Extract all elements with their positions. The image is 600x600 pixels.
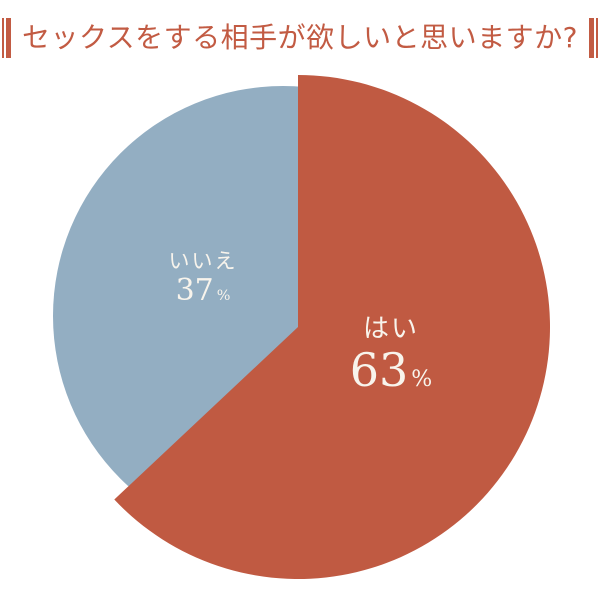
right-bracket-decoration [589,18,599,58]
chart-title: セックスをする相手が欲しいと思いますか? [21,21,579,54]
slice-no-label-group: いいえ 37 % [169,248,238,312]
slice-yes-value-group: 63 % [350,347,433,403]
slice-no-value-group: 37 % [169,275,238,312]
slice-yes-value: 63 [349,343,409,397]
left-bracket-decoration [1,18,11,58]
pie-slice-yes [114,75,551,579]
slice-no-value: 37 [175,273,214,308]
slice-yes-label-group: はい 63 % [350,312,433,403]
slice-yes-percent-sign: % [411,367,433,392]
slice-no-percent-sign: % [216,288,231,304]
title-row: セックスをする相手が欲しいと思いますか? [0,18,600,58]
slice-yes-label: はい [362,314,419,344]
slice-no-label: いいえ [168,249,238,273]
